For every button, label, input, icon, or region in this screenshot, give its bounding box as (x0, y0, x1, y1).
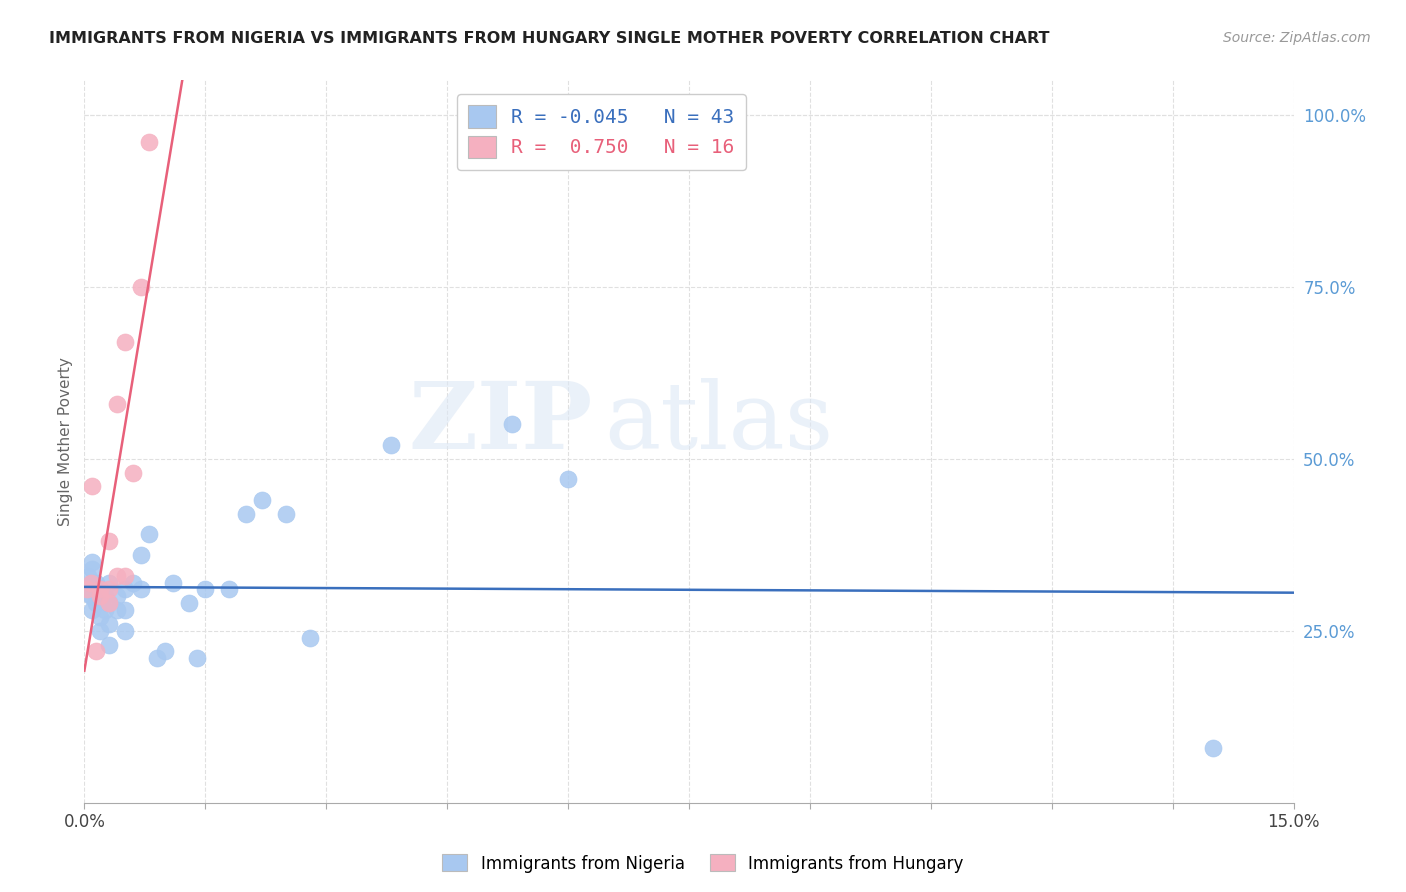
Point (274, 507, 297, 521)
Text: IMMIGRANTS FROM NIGERIA VS IMMIGRANTS FROM HUNGARY SINGLE MOTHER POVERTY CORRELA: IMMIGRANTS FROM NIGERIA VS IMMIGRANTS FR… (49, 31, 1050, 46)
Point (82, 590, 104, 604)
Point (93, 590, 115, 604)
Point (114, 334, 136, 349)
Point (186, 651, 208, 665)
Point (114, 582, 136, 597)
Point (89, 610, 111, 624)
Point (501, 417, 523, 432)
Point (129, 548, 152, 562)
Point (82, 479, 104, 493)
Point (97, 575, 120, 590)
Point (93, 603, 115, 617)
Point (105, 568, 128, 582)
Point (162, 575, 184, 590)
Point (80, 575, 103, 590)
Point (82, 575, 104, 590)
Point (179, 596, 201, 610)
Point (80, 590, 103, 604)
Legend: R = -0.045   N = 43, R =  0.750   N = 16: R = -0.045 N = 43, R = 0.750 N = 16 (457, 94, 747, 169)
Point (105, 397, 128, 411)
Point (138, 135, 160, 149)
Point (250, 493, 273, 508)
Point (1202, 740, 1225, 755)
Point (97, 638, 120, 652)
Text: atlas: atlas (605, 378, 834, 468)
Point (121, 466, 143, 480)
Point (153, 644, 176, 658)
Point (82, 562, 104, 576)
Point (138, 527, 160, 541)
Point (146, 651, 169, 665)
Point (97, 616, 120, 631)
Point (114, 624, 136, 638)
Point (129, 582, 152, 597)
Point (82, 603, 104, 617)
Point (129, 279, 152, 293)
Point (97, 596, 120, 610)
Point (86, 644, 108, 658)
Point (121, 575, 143, 590)
Point (114, 568, 136, 582)
Point (97, 596, 120, 610)
Point (86, 575, 108, 590)
Text: Source: ZipAtlas.com: Source: ZipAtlas.com (1223, 31, 1371, 45)
Point (89, 590, 111, 604)
Text: ZIP: ZIP (408, 378, 592, 468)
Point (89, 624, 111, 638)
Point (380, 438, 402, 452)
Point (86, 596, 108, 610)
Point (97, 582, 120, 597)
Point (82, 555, 104, 569)
Point (557, 472, 579, 486)
Point (77, 568, 100, 582)
Point (89, 582, 111, 597)
Y-axis label: Single Mother Poverty: Single Mother Poverty (58, 357, 73, 526)
Point (76, 582, 98, 597)
Point (194, 582, 217, 597)
Point (105, 590, 128, 604)
Point (299, 631, 322, 645)
Point (97, 534, 120, 549)
Point (218, 582, 240, 597)
Point (105, 603, 128, 617)
Point (114, 603, 136, 617)
Point (77, 582, 100, 597)
Point (235, 507, 257, 521)
Point (89, 582, 111, 597)
Legend: Immigrants from Nigeria, Immigrants from Hungary: Immigrants from Nigeria, Immigrants from… (436, 847, 970, 880)
